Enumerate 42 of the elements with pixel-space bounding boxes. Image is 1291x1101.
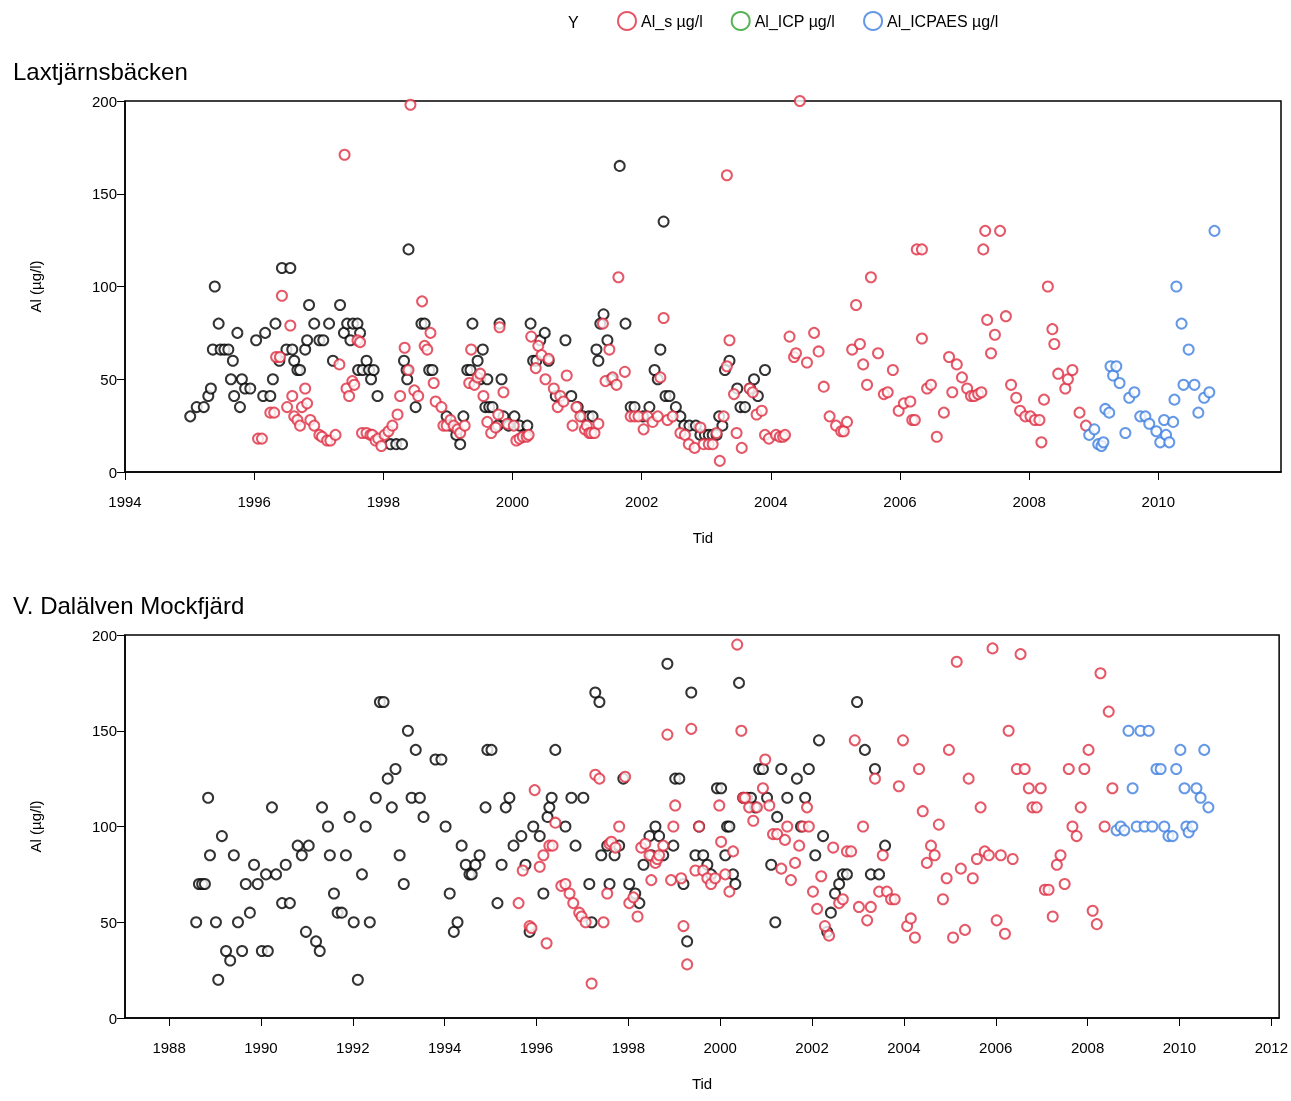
x-tick-label: 1994 xyxy=(108,493,142,510)
x-tick-label: 1988 xyxy=(152,1039,186,1056)
legend-label: Al_ICPAES µg/l xyxy=(887,12,999,31)
x-tick-label: 1990 xyxy=(244,1039,278,1056)
y-tick-label: 50 xyxy=(100,913,117,931)
x-tick-label: 2008 xyxy=(1012,493,1046,510)
x-tick-label: 2010 xyxy=(1162,1039,1197,1056)
y-tick-label: 150 xyxy=(91,185,117,203)
x-tick-label: 1992 xyxy=(336,1039,370,1056)
x-axis-title: Tid xyxy=(691,1075,713,1092)
x-tick-label: 2002 xyxy=(795,1039,829,1056)
chart-title: V. Dalälven Mockfjärd xyxy=(13,591,245,619)
y-axis-title: Al (µg/l) xyxy=(27,260,44,313)
x-tick-label: 2000 xyxy=(495,493,530,510)
x-tick-label: 1996 xyxy=(237,493,271,510)
x-tick-label: 2002 xyxy=(624,493,659,510)
x-tick-label: 2006 xyxy=(883,493,917,510)
x-tick-label: 1996 xyxy=(519,1039,554,1056)
y-tick-label: 0 xyxy=(108,463,117,481)
y-tick-label: 100 xyxy=(91,278,117,295)
x-tick-label: 1994 xyxy=(427,1039,462,1056)
chart-title: Laxtjärnsbäcken xyxy=(13,57,188,85)
y-tick-label: 200 xyxy=(91,626,117,644)
y-tick-label: 150 xyxy=(91,722,117,740)
legend-label: Al_s µg/l xyxy=(641,12,703,31)
y-axis-title: Al (µg/l) xyxy=(27,800,44,853)
legend-title: Y xyxy=(568,13,579,31)
y-tick-label: 200 xyxy=(91,92,117,110)
y-tick-label: 0 xyxy=(108,1009,117,1027)
x-tick-label: 1998 xyxy=(366,493,401,510)
y-tick-label: 50 xyxy=(100,370,117,388)
x-tick-label: 1998 xyxy=(611,1039,646,1056)
x-tick-label: 2004 xyxy=(754,493,788,510)
x-tick-label: 2012 xyxy=(1254,1039,1288,1056)
x-tick-label: 2010 xyxy=(1141,493,1175,510)
legend-label: Al_ICP µg/l xyxy=(754,12,835,31)
y-tick-label: 100 xyxy=(91,818,117,835)
x-tick-label: 2004 xyxy=(887,1039,921,1056)
x-tick-label: 2008 xyxy=(1070,1039,1105,1056)
x-tick-label: 2006 xyxy=(979,1039,1013,1056)
x-axis-title: Tid xyxy=(692,529,714,546)
x-tick-label: 2000 xyxy=(703,1039,737,1056)
